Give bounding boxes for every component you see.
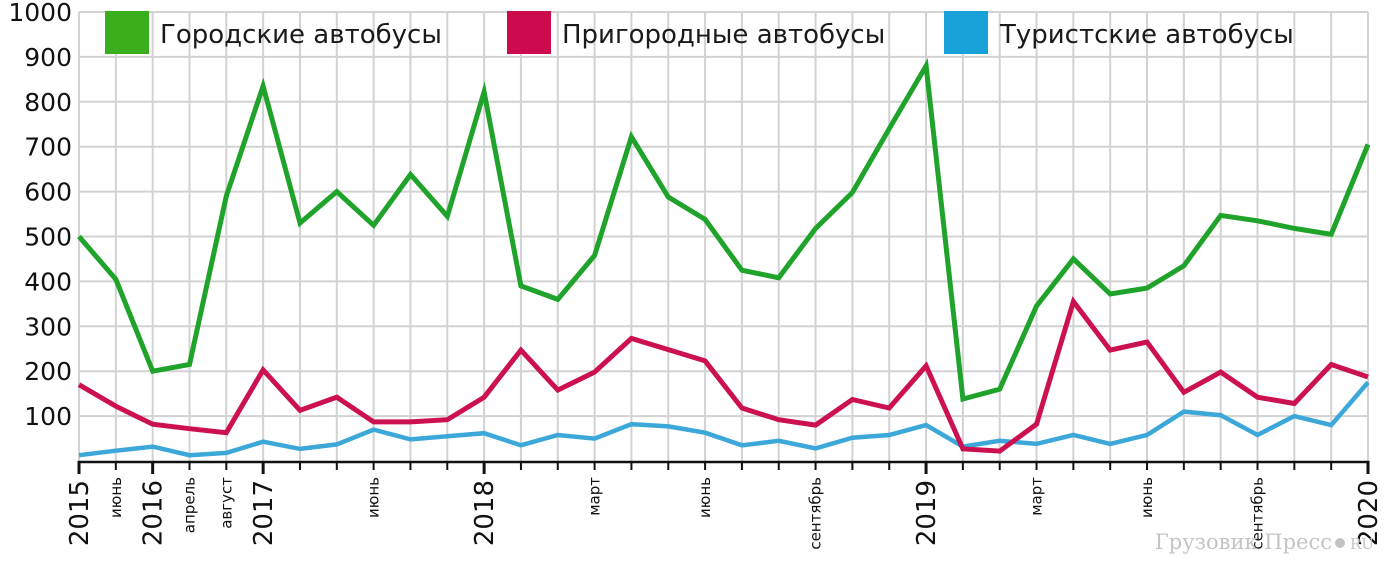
legend-swatch (944, 11, 988, 54)
y-tick-label: 100 (24, 402, 72, 431)
x-tick-label: 2018 (470, 480, 500, 546)
series-line-1 (77, 58, 1371, 403)
x-tick-label: апрель (180, 477, 198, 533)
x-tick-label: сентябрь (1249, 477, 1267, 550)
y-tick-label: 900 (24, 43, 72, 72)
x-tick-label: август (217, 477, 235, 529)
watermark-dot (1335, 538, 1345, 548)
x-tick-label: 2015 (65, 480, 95, 546)
series-line-3 (78, 380, 1370, 458)
legend-label: Городские автобусы (160, 20, 442, 50)
x-tick-label: июнь (365, 477, 383, 518)
x-tick-label: 2016 (139, 480, 169, 546)
series-line-2 (77, 296, 1369, 454)
watermark-suffix: RU (1350, 535, 1374, 553)
x-tick-label: март (586, 477, 604, 516)
y-tick-label: 700 (24, 133, 72, 162)
legend-swatch (507, 11, 551, 54)
x-tick-label: сентябрь (807, 477, 825, 550)
x-tick-label: 2020 (1354, 480, 1384, 546)
y-tick-label: 600 (24, 178, 72, 207)
y-tick-label: 500 (24, 223, 72, 252)
x-tick-label: июнь (1138, 477, 1156, 518)
legend-label: Туристские автобусы (999, 20, 1294, 50)
x-tick-label: март (1028, 477, 1046, 516)
series-layer (77, 58, 1371, 458)
x-axis: 2015 июнь 2016 апрель август 2017 июнь 2018 март… (65, 460, 1384, 550)
x-tick-label: июнь (696, 477, 714, 518)
x-tick-label: июнь (107, 477, 125, 518)
watermark: Грузовик Пресс RU (1155, 530, 1374, 554)
chart-grid (78, 11, 1369, 461)
y-axis: 100 200 300 400 500 600 700 800 900 1000 (8, 0, 72, 431)
y-tick-label: 200 (24, 357, 72, 386)
x-tick-label: 2019 (912, 480, 942, 546)
legend-swatch (105, 11, 149, 54)
legend-label: Пригородные автобусы (562, 20, 885, 50)
x-tick-label: 2017 (249, 480, 279, 546)
y-tick-label: 400 (24, 267, 72, 296)
y-tick-label: 800 (24, 88, 72, 117)
y-tick-label: 300 (24, 312, 72, 341)
y-tick-label: 1000 (8, 0, 72, 27)
watermark-text: Грузовик Пресс (1155, 530, 1332, 554)
chart-legend: Городские автобусы Пригородные автобусы Ту… (105, 11, 1294, 54)
